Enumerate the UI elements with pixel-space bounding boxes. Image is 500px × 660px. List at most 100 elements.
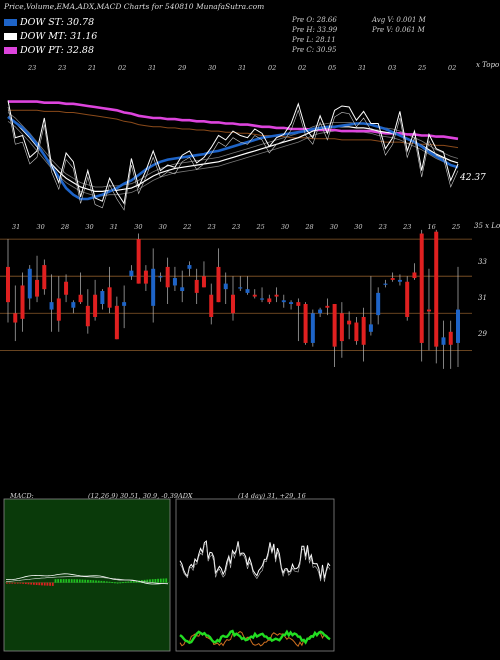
macd-params: (12,26,9) 30.51, 30.9, -0.39 [88,492,178,500]
macd-histogram-bar [108,581,111,583]
label-layer: 23 23 21 02 31 29 30 31 02 02 05 31 03 25 02 31 30 28 30 31… [12,64,460,231]
macd-histogram-bar [60,579,62,583]
candle-body [42,265,47,290]
candle-body [238,287,243,289]
adx-line [179,540,331,579]
candle-body [397,279,402,282]
x-label-top: 05 [328,64,336,72]
candle-body [376,292,381,316]
x-label-mid: 28 [304,223,313,231]
x-label-top: 23 [57,64,66,72]
macd-histogram-bar [73,579,76,583]
macd-histogram-bar [116,582,119,584]
legend-label-mt: DOW MT: 31.16 [20,31,98,42]
x-label-top: 21 [87,64,96,72]
candle-body [56,298,61,321]
candle-body [368,324,373,332]
macd-histogram-bar [151,579,154,583]
candle-body [267,298,272,303]
candle-body [78,294,83,303]
candle-body [6,266,10,303]
adx-plus-di-line [179,629,331,645]
candle-body [318,309,323,314]
macd-histogram-bar [165,578,168,583]
macd-histogram-bar [122,582,124,584]
candle-body [143,270,148,284]
macd-histogram-bar [30,582,33,585]
macd-histogram-bar [68,579,70,583]
macd-panel [3,498,171,652]
x-label-mid: 30 [330,223,338,231]
candle-body [223,283,228,290]
macd-histogram-bar [33,582,35,585]
macd-histogram-bar [103,581,105,583]
macd-histogram-bar [92,580,95,583]
x-label-mid: 23 [378,223,387,231]
last-price-label: 42.37 [460,173,486,183]
macd-histogram-bar [49,582,51,586]
x-label-mid: 31 [110,223,118,231]
candle-layer [0,229,472,369]
legend-swatch-pt [4,47,17,54]
macd-histogram-bar [87,579,89,583]
macd-histogram-bar [51,582,54,586]
candle-body [281,300,286,303]
macd-histogram-bar [105,581,108,583]
candle-body [296,302,301,306]
candle-body [252,294,257,297]
candle-body [64,281,69,295]
candle-body [129,270,134,277]
candle-body [289,302,294,304]
candle-body [20,285,25,319]
macd-histogram-bar [111,581,114,583]
adx-line-secondary [179,543,331,582]
x-label-mid: 22 [182,223,191,231]
ema-layer [7,100,459,211]
macd-histogram-bar [78,579,81,583]
candle-body [310,313,315,343]
macd-histogram-bar [57,579,60,583]
macd-histogram-bar [119,582,122,584]
close-price-line-shadow [7,106,459,211]
close-price-line [7,100,459,205]
x-label-mid: 30 [159,223,167,231]
legend-label-st: DOW ST: 30.78 [20,17,95,28]
macd-histogram-bar [159,578,162,583]
macd-signal-line [5,576,169,585]
quote-pre-volume: Pre V: 0.061 M [372,26,425,34]
x-label-top: 30 [208,64,216,72]
macd-histogram-bar [54,579,57,583]
candle-body [426,309,431,312]
x-label-mid: 30 [85,223,93,231]
macd-histogram-bar [132,580,135,583]
candle-body [194,279,199,293]
macd-histogram-bar [38,582,41,586]
chart-title-text: Price,Volume,EMA,ADX,MACD Charts for 540… [4,2,194,11]
macd-histogram-bar [41,582,43,586]
legend-swatch-mt [4,33,17,40]
candle-body [339,313,344,342]
macd-histogram-bar [127,581,130,583]
candle-body [158,276,163,278]
macd-histogram-bar [19,582,22,584]
macd-histogram-bar [22,582,24,584]
adx-title: ADX [178,492,193,500]
candle-body [187,265,192,269]
macd-histogram-bar [84,579,87,583]
x-label-top: 31 [358,64,366,72]
legend-swatch-st [4,19,17,26]
x-label-mid: 16 [428,223,436,231]
candle-body [412,272,417,279]
candle-body [100,291,105,304]
macd-histogram-bar [146,579,149,583]
candle-body [325,305,330,308]
axis-top-label: 35 x Loose [474,222,500,230]
x-label-top: 02 [298,64,306,72]
macd-histogram-bar [14,582,16,584]
quote-high: Pre H: 33.99 [292,26,338,34]
x-label-top: 31 [148,64,156,72]
macd-line [6,573,169,585]
ema-short-line [7,115,459,201]
candle-body [107,287,112,308]
x-label-top: 03 [388,64,396,72]
